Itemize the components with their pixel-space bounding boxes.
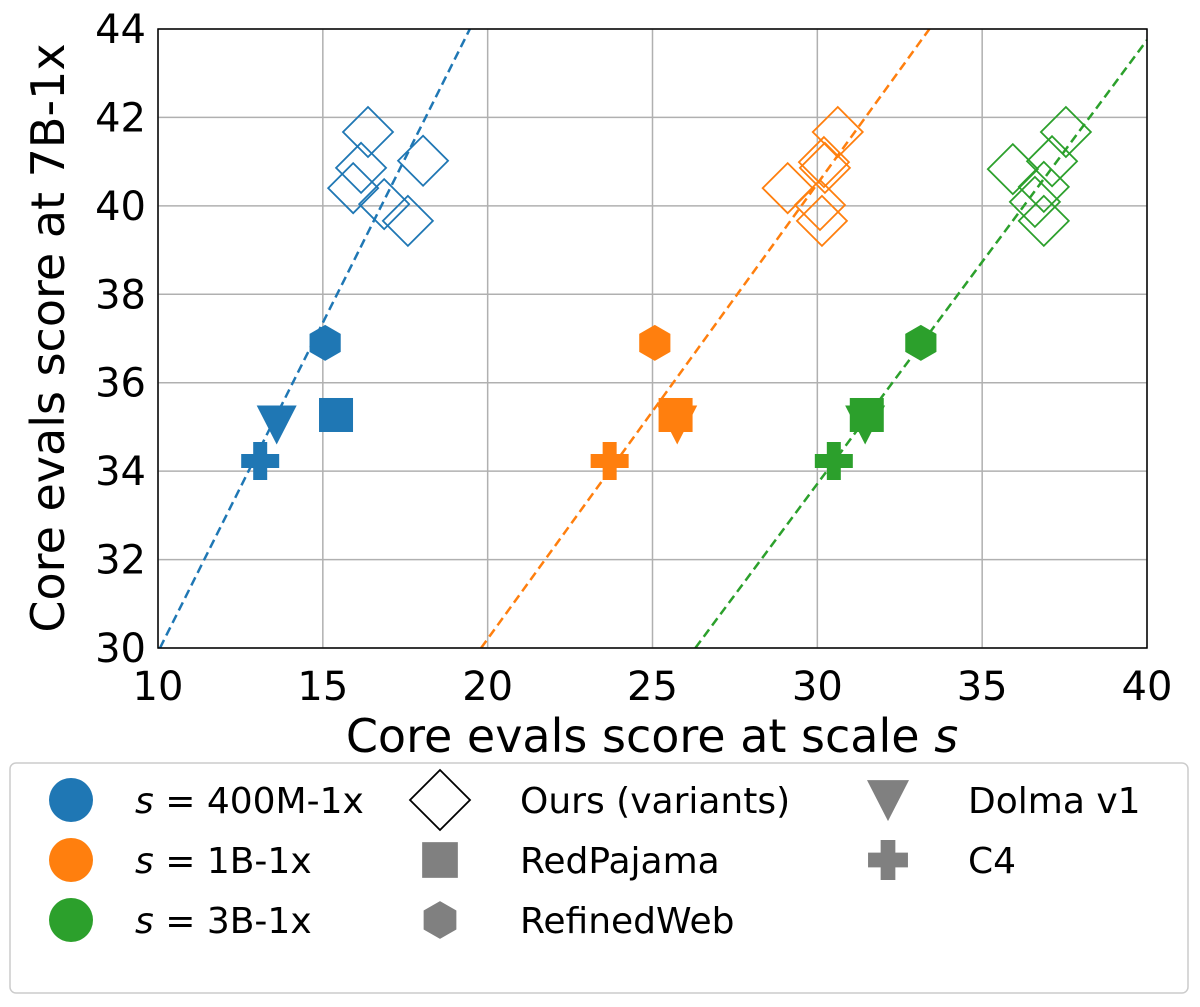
refinedweb-point [309, 324, 341, 361]
legend-scale-label: s = 1B-1x [135, 841, 312, 882]
y-tick-label: 40 [95, 184, 146, 230]
ours-variant-point [811, 105, 865, 159]
c4-point [590, 441, 629, 480]
legend-scale-var: s [135, 901, 154, 942]
y-tick-label: 30 [95, 626, 146, 672]
ours-variant-point [797, 135, 851, 189]
ours-variant-point [357, 177, 411, 231]
grid [157, 28, 1148, 649]
y-tick-label: 42 [95, 95, 146, 141]
ours-variant-point [793, 178, 847, 232]
ours-variant-point [334, 141, 388, 195]
fit-line [158, 29, 471, 648]
legend-scale-text: = 400M-1x [154, 781, 364, 822]
y-tick-label: 32 [95, 538, 146, 584]
ours-variant-point [1039, 105, 1093, 159]
x-tick-label: 40 [1122, 664, 1173, 710]
y-axis-label: Core evals score at 7B-1x [21, 43, 75, 632]
legend-scale-marker [49, 778, 93, 822]
ours-variant-point [326, 161, 380, 215]
dolma-v1-point [657, 405, 698, 445]
legend-marker-label: RedPajama [520, 841, 720, 882]
x-tick-label: 35 [957, 664, 1008, 710]
data-points [241, 105, 1093, 480]
ours-variant-point [1025, 134, 1079, 188]
plot-frame [157, 28, 1148, 649]
legend-scale-var: s [135, 841, 154, 882]
y-tick-label: 36 [95, 361, 146, 407]
legend-marker-label: RefinedWeb [520, 901, 735, 942]
legend-marker-triangle-down [867, 780, 909, 822]
refinedweb-point [639, 324, 671, 361]
legend-scale-marker [49, 838, 93, 882]
ours-variant-point [341, 105, 395, 159]
ours-variant-point [381, 194, 435, 248]
redpajama-point [319, 397, 354, 432]
c4-point [814, 441, 853, 480]
y-tick-label: 44 [95, 7, 146, 53]
legend-scale-label: s = 400M-1x [135, 781, 364, 822]
legend-marker-hexagon [423, 901, 457, 939]
ours-variant-point [1008, 175, 1062, 229]
legend-marker-label: Dolma v1 [968, 781, 1141, 822]
ours-variant-point [798, 141, 852, 195]
ours-variant-point [1017, 160, 1071, 214]
legend-scale-var: s [135, 781, 154, 822]
legend-frame [9, 762, 1189, 994]
x-tick-label: 10 [133, 664, 184, 710]
ours-variant-point [1017, 194, 1071, 248]
ours-variant-point [986, 142, 1040, 196]
legend-scale-label: s = 3B-1x [135, 901, 312, 942]
legend-scale-marker [49, 898, 93, 942]
tick-labels: 10 15 20 25 30 35 40 30 32 34 36 38 40 42 44 [95, 7, 1172, 710]
legend-scale-text: = 3B-1x [154, 901, 312, 942]
dolma-v1-point [845, 405, 886, 445]
legend-marker-square [422, 842, 458, 878]
dolma-v1-point [256, 405, 297, 445]
legend-scale-text: = 1B-1x [154, 841, 312, 882]
refinedweb-point [905, 324, 937, 361]
legend-marker-diamond-open [408, 768, 472, 832]
legend-marker-label: Ours (variants) [520, 781, 790, 822]
x-tick-label: 30 [792, 664, 843, 710]
ours-variant-point [795, 194, 849, 248]
y-tick-label: 34 [95, 449, 146, 495]
x-tick-label: 20 [462, 664, 513, 710]
ours-variant-point [761, 161, 814, 215]
fit-line [480, 29, 931, 648]
y-tick-label: 38 [95, 272, 146, 318]
legend-marker-label: C4 [968, 841, 1016, 882]
x-tick-label: 15 [297, 664, 348, 710]
legend-marker-plus [868, 840, 908, 880]
ours-variant-point [396, 134, 450, 188]
x-axis-label: Core evals score at scale s [346, 709, 958, 763]
x-tick-label: 25 [627, 664, 678, 710]
c4-point [241, 441, 280, 480]
